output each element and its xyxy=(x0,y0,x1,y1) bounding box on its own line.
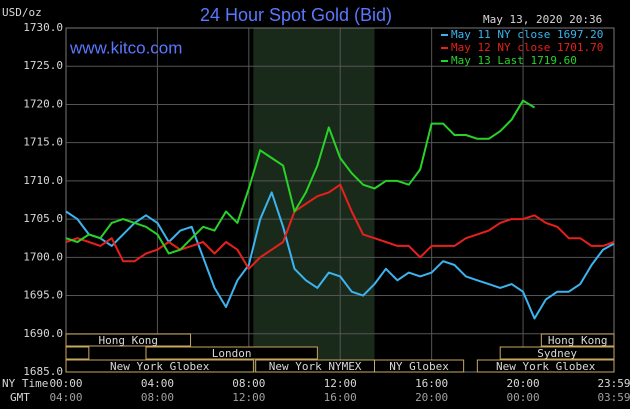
session-label: NY Globex xyxy=(389,360,449,373)
x-tick-label: 16:00 xyxy=(415,377,448,390)
y-tick-label: 1695.0 xyxy=(23,289,63,302)
session-box xyxy=(65,359,254,373)
session-label: New York Globex xyxy=(110,360,210,373)
x2-tick-label: 16:00 xyxy=(324,391,357,404)
session-box xyxy=(499,346,615,360)
session-label: Hong Kong xyxy=(548,334,608,347)
session-label: Sydney xyxy=(537,347,577,360)
session-label: Hong Kong xyxy=(98,334,158,347)
legend-label: May 12 NY close 1701.70 xyxy=(451,41,603,54)
series-line xyxy=(65,183,615,270)
y-tick-label: 1690.0 xyxy=(23,327,63,340)
x-tick-label: 23:59 xyxy=(597,377,630,390)
x2-tick-label: 00:00 xyxy=(506,391,539,404)
session-label: London xyxy=(212,347,252,360)
session-box xyxy=(65,346,90,360)
y-tick-label: 1720.0 xyxy=(23,97,63,110)
session-box xyxy=(540,333,615,347)
x-row-label: NY Time xyxy=(2,377,48,390)
chart-title: 24 Hour Spot Gold (Bid) xyxy=(200,5,392,25)
y-unit: USD/oz xyxy=(2,6,42,19)
series-line xyxy=(65,99,536,255)
legend-label: May 13 Last 1719.60 xyxy=(451,54,577,67)
x-tick-label: 04:00 xyxy=(141,377,174,390)
y-tick-label: 1685.0 xyxy=(23,365,63,378)
session-box xyxy=(65,333,192,347)
x2-tick-label: 03:59 xyxy=(597,391,630,404)
y-tick-label: 1730.0 xyxy=(23,21,63,34)
x2-tick-label: 20:00 xyxy=(415,391,448,404)
y-tick-label: 1725.0 xyxy=(23,59,63,72)
session-label: New York NYMEX xyxy=(269,360,362,373)
session-label: New York Globex xyxy=(496,360,596,373)
x-tick-label: 12:00 xyxy=(324,377,357,390)
legend-label: May 11 NY close 1697.20 xyxy=(451,28,603,41)
x2-row-label: GMT xyxy=(10,391,30,404)
timestamp: May 13, 2020 20:36 xyxy=(483,13,602,26)
shaded-session xyxy=(253,28,375,372)
x-tick-label: 08:00 xyxy=(232,377,265,390)
x2-tick-label: 04:00 xyxy=(49,391,82,404)
session-box xyxy=(476,359,615,373)
y-tick-label: 1715.0 xyxy=(23,136,63,149)
y-tick-label: 1710.0 xyxy=(23,174,63,187)
series-line xyxy=(65,191,615,320)
session-box xyxy=(145,346,318,360)
x2-tick-label: 08:00 xyxy=(141,391,174,404)
website: www.kitco.com xyxy=(69,38,182,57)
x-tick-label: 00:00 xyxy=(49,377,82,390)
y-tick-label: 1705.0 xyxy=(23,212,63,225)
x2-tick-label: 12:00 xyxy=(232,391,265,404)
session-box xyxy=(374,359,465,373)
y-tick-label: 1700.0 xyxy=(23,250,63,263)
x-tick-label: 20:00 xyxy=(506,377,539,390)
